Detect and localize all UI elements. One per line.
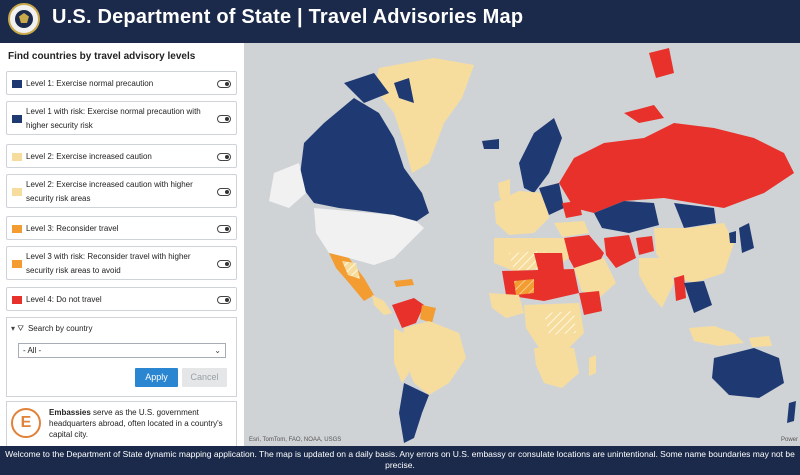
level-3-risk-filter[interactable]: Level 3 with risk: Reconsider travel wit… xyxy=(6,246,237,280)
new-zealand xyxy=(787,401,796,423)
west-africa xyxy=(489,293,524,318)
canada xyxy=(299,98,429,223)
turkey xyxy=(554,221,589,237)
level-1-filter[interactable]: Level 1: Exercise normal precaution xyxy=(6,71,237,95)
mexico xyxy=(329,253,374,301)
mexico-hatch xyxy=(342,261,360,279)
world-map[interactable]: Esri, TomTom, FAO, NOAA, USGS Power xyxy=(244,43,800,446)
guyana-region xyxy=(420,305,436,323)
chevron-down-icon: ⌄ xyxy=(214,346,221,355)
argentina-chile xyxy=(399,383,429,443)
search-by-country-panel: ▾ ⛛ Search by country - All - ⌄ Apply Canc… xyxy=(6,317,237,397)
state-department-seal-icon xyxy=(8,3,40,35)
embassies-description: Embassies serve as the U.S. government h… xyxy=(49,408,223,439)
map-canvas[interactable] xyxy=(244,43,800,446)
level-2-toggle[interactable] xyxy=(217,153,231,161)
horn-of-africa xyxy=(579,291,602,315)
arctic-islands xyxy=(344,73,414,103)
iran xyxy=(604,235,636,268)
mongolia xyxy=(674,203,716,228)
powered-by: Power xyxy=(780,437,798,443)
sidebar-title: Find countries by travel advisory levels xyxy=(8,51,196,62)
app-header: U.S. Department of State | Travel Adviso… xyxy=(0,0,800,38)
filter-icon: ▾ ⛛ xyxy=(11,324,24,333)
level-2-filter[interactable]: Level 2: Exercise increased caution xyxy=(6,144,237,168)
level-4-swatch xyxy=(12,296,22,304)
indonesia xyxy=(689,326,744,346)
level-3-filter[interactable]: Level 3: Reconsider travel xyxy=(6,216,237,240)
search-header[interactable]: ▾ ⛛ Search by country xyxy=(11,324,92,334)
eastern-europe xyxy=(539,183,564,215)
embassies-info: E Embassies serve as the U.S. government… xyxy=(6,401,237,446)
kazakhstan xyxy=(594,201,659,233)
page-title: U.S. Department of State | Travel Adviso… xyxy=(52,6,524,28)
myanmar xyxy=(674,275,686,301)
level-1-risk-filter[interactable]: Level 1 with risk: Exercise normal preca… xyxy=(6,101,237,135)
southeast-asia xyxy=(684,281,712,313)
level-1-risk-label: Level 1 with risk: Exercise normal preca… xyxy=(26,107,201,130)
level-3-risk-label: Level 3 with risk: Reconsider travel wit… xyxy=(26,252,191,275)
level-1-label: Level 1: Exercise normal precaution xyxy=(26,79,154,88)
level-4-filter[interactable]: Level 4: Do not travel xyxy=(6,287,237,311)
level-2-risk-toggle[interactable] xyxy=(217,188,231,196)
arabia xyxy=(574,258,616,298)
korea-japan xyxy=(729,223,754,253)
level-2-swatch xyxy=(12,153,22,161)
level-3-label: Level 3: Reconsider travel xyxy=(26,224,119,233)
level-4-toggle[interactable] xyxy=(217,296,231,304)
uk xyxy=(498,179,510,199)
scandinavia xyxy=(519,118,562,193)
level-1-risk-swatch xyxy=(12,115,22,123)
andes xyxy=(394,328,409,383)
country-select[interactable]: - All - ⌄ xyxy=(18,343,226,358)
level-1-toggle[interactable] xyxy=(217,80,231,88)
caribbean xyxy=(394,279,414,287)
level-2-risk-label: Level 2: Exercise increased caution with… xyxy=(26,180,193,203)
russia xyxy=(559,123,794,213)
footer-disclaimer: Welcome to the Department of State dynam… xyxy=(0,446,800,475)
cancel-button[interactable]: Cancel xyxy=(182,368,227,387)
iceland xyxy=(482,139,499,149)
alaska xyxy=(269,163,306,208)
russia-arctic xyxy=(624,48,674,123)
india xyxy=(639,258,674,308)
papua xyxy=(749,336,772,347)
level-3-swatch xyxy=(12,225,22,233)
level-3-risk-swatch xyxy=(12,260,22,268)
level-3-toggle[interactable] xyxy=(217,225,231,233)
apply-button[interactable]: Apply xyxy=(135,368,178,387)
level-4-label: Level 4: Do not travel xyxy=(26,295,102,304)
level-3-risk-toggle[interactable] xyxy=(217,260,231,268)
level-1-swatch xyxy=(12,80,22,88)
central-america xyxy=(372,295,392,315)
country-select-value: - All - xyxy=(23,346,42,355)
australia xyxy=(712,348,784,398)
level-1-risk-toggle[interactable] xyxy=(217,115,231,123)
map-attribution: Esri, TomTom, FAO, NOAA, USGS xyxy=(249,437,342,443)
level-2-risk-filter[interactable]: Level 2: Exercise increased caution with… xyxy=(6,174,237,208)
search-title: Search by country xyxy=(27,324,93,333)
china xyxy=(654,223,734,283)
level-2-label: Level 2: Exercise increased caution xyxy=(26,152,152,161)
central-africa-hatch xyxy=(544,311,576,335)
western-europe xyxy=(494,191,549,235)
southern-africa xyxy=(534,348,579,388)
afghanistan xyxy=(636,236,654,255)
libya xyxy=(534,253,564,273)
usa xyxy=(314,208,424,265)
brazil xyxy=(402,321,466,395)
madagascar xyxy=(589,355,596,376)
level-2-risk-swatch xyxy=(12,188,22,196)
venezuela-colombia xyxy=(392,298,424,328)
embassy-icon: E xyxy=(11,408,41,438)
sahel-hatch xyxy=(514,279,534,295)
filter-sidebar: Find countries by travel advisory levels… xyxy=(0,43,244,446)
